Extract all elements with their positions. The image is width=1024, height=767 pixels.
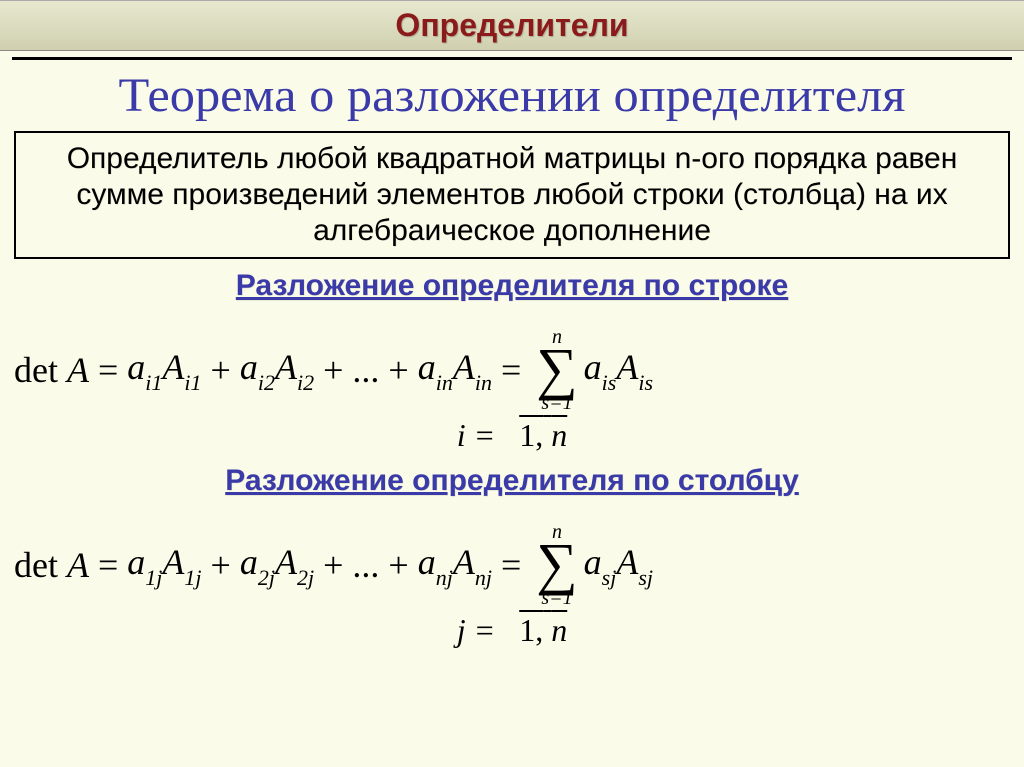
row-index-range: i = 1, n: [0, 417, 1024, 454]
theorem-text: Определитель любой квадратной матрицы n-…: [67, 142, 958, 247]
header-bar: Определители: [0, 0, 1024, 51]
col-index-range: j = 1, n: [0, 612, 1024, 649]
sigma-icon: n ∑ s=1: [536, 522, 577, 608]
theorem-box: Определитель любой квадратной матрицы n-…: [14, 131, 1010, 259]
page-title: Определители: [0, 7, 1024, 44]
row-expansion-formula: det A = ai1Ai1 + ai2Ai2 + ... + ainAin =…: [0, 305, 1024, 435]
horizontal-rule: [12, 57, 1012, 60]
col-expansion-heading: Разложение определителя по столбцу: [0, 464, 1024, 498]
theorem-title: Теорема о разложении определителя: [0, 68, 1024, 123]
col-expansion-formula: det A = a1jA1j + a2jA2j + ... + anjAnj =…: [0, 500, 1024, 630]
row-expansion-heading: Разложение определителя по строке: [0, 269, 1024, 303]
sigma-icon: n ∑ s=1: [536, 327, 577, 413]
